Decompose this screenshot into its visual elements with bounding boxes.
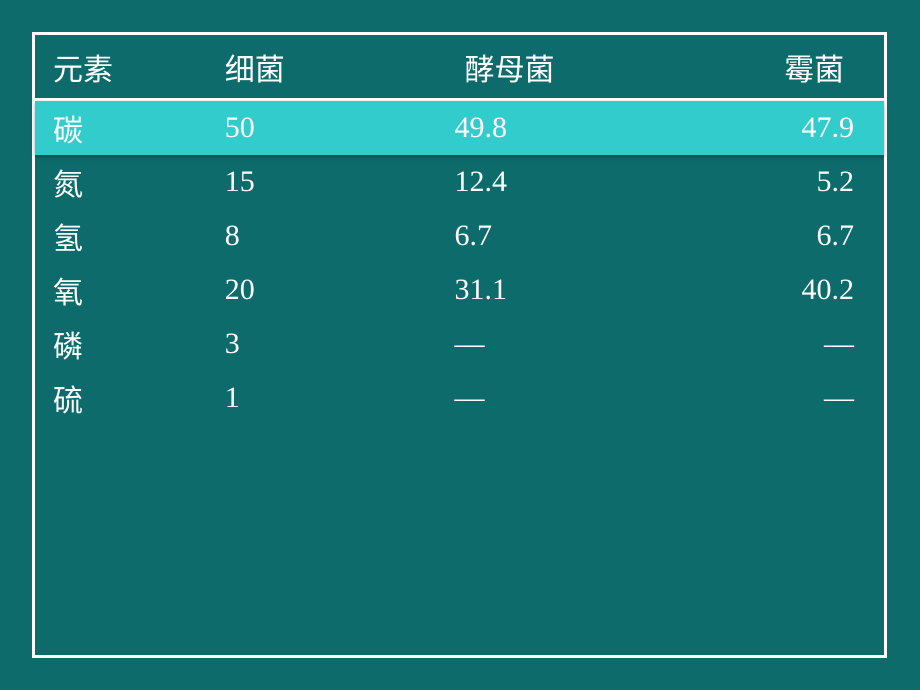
table-row: 氧2031.140.2 — [35, 263, 884, 317]
table-body: 碳5049.847.9氮1512.45.2氢8 6.76.7氧2031.140.… — [35, 101, 884, 425]
cell-mold: 5.2 — [724, 165, 884, 199]
data-table: 元素 细菌 酵母菌 霉菌 碳5049.847.9氮1512.45.2氢8 6.7… — [32, 32, 887, 658]
cell-mold: — — [724, 327, 884, 361]
header-bacteria: 细菌 — [225, 45, 455, 89]
header-mold: 霉菌 — [724, 45, 884, 89]
table-row: 磷3 —— — [35, 317, 884, 371]
cell-bacteria: 8 — [225, 219, 455, 253]
cell-yeast: — — [455, 381, 725, 415]
cell-bacteria: 1 — [225, 381, 455, 415]
cell-element: 氮 — [35, 160, 225, 204]
table-header-row: 元素 细菌 酵母菌 霉菌 — [35, 35, 884, 101]
cell-mold: 40.2 — [724, 273, 884, 307]
table-row: 氮1512.45.2 — [35, 155, 884, 209]
cell-mold: 6.7 — [724, 219, 884, 253]
header-element: 元素 — [35, 45, 225, 89]
cell-bacteria: 3 — [225, 327, 455, 361]
cell-yeast: 12.4 — [455, 165, 725, 199]
cell-element: 磷 — [35, 322, 225, 366]
header-yeast: 酵母菌 — [454, 45, 724, 89]
cell-element: 碳 — [35, 106, 225, 150]
cell-yeast: 49.8 — [455, 111, 725, 145]
cell-yeast: 6.7 — [455, 219, 725, 253]
table-row: 氢8 6.76.7 — [35, 209, 884, 263]
cell-bacteria: 15 — [225, 165, 455, 199]
cell-bacteria: 20 — [225, 273, 455, 307]
table-row: 碳5049.847.9 — [35, 101, 884, 155]
cell-element: 氢 — [35, 214, 225, 258]
table-row: 硫1 —— — [35, 371, 884, 425]
cell-mold: — — [724, 381, 884, 415]
cell-element: 氧 — [35, 268, 225, 312]
cell-bacteria: 50 — [225, 111, 455, 145]
cell-element: 硫 — [35, 376, 225, 420]
cell-mold: 47.9 — [724, 111, 884, 145]
cell-yeast: 31.1 — [455, 273, 725, 307]
cell-yeast: — — [455, 327, 725, 361]
